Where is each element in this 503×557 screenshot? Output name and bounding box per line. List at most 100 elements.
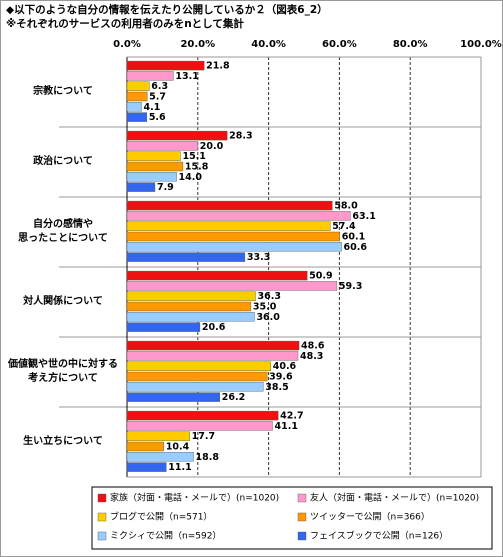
bar	[126, 291, 256, 301]
bar	[126, 270, 308, 281]
bar	[126, 161, 184, 172]
value-label: 5.7	[149, 92, 166, 103]
value-label: 5.6	[149, 112, 166, 123]
legend-swatch	[297, 531, 307, 541]
bar	[126, 441, 165, 452]
bar	[126, 211, 351, 221]
x-tick-label: 40.0%	[251, 39, 286, 50]
legend-swatch	[297, 493, 307, 503]
legend-label: ツイッターで公開（n=366）	[310, 512, 430, 523]
bar	[126, 200, 333, 211]
value-label: 21.8	[206, 61, 230, 72]
value-label: 39.6	[269, 372, 293, 383]
bar	[126, 242, 342, 252]
bar	[126, 141, 199, 151]
x-tick-label: 100.0%	[460, 39, 502, 50]
legend-label: 家族（対面・電話・メールで）(n=1020)	[110, 492, 279, 504]
bar	[126, 102, 142, 112]
bar	[126, 71, 174, 81]
bar	[126, 322, 201, 332]
legend-box	[91, 486, 493, 550]
bar	[126, 130, 228, 141]
value-label: 10.4	[166, 442, 190, 453]
value-label: 40.6	[273, 361, 297, 372]
legend-label: フェイスブックで公開（n=126）	[310, 530, 448, 542]
value-label: 50.9	[309, 271, 332, 282]
bar	[126, 301, 252, 312]
value-label: 41.1	[274, 421, 297, 432]
bar	[126, 60, 205, 71]
value-label: 11.1	[168, 462, 191, 473]
y-tick-label: 宗教について	[33, 86, 93, 97]
value-label: 15.8	[185, 162, 209, 173]
legend-label: ブログで公開（n=571）	[110, 511, 212, 523]
bar	[126, 410, 279, 421]
value-label: 58.0	[334, 201, 358, 212]
value-label: 6.3	[151, 81, 168, 92]
value-label: 26.2	[222, 392, 245, 403]
value-label: 20.0	[200, 141, 224, 152]
value-label: 48.6	[301, 341, 325, 352]
bar	[126, 231, 340, 242]
y-tick-label: 政治について	[33, 156, 93, 167]
bar	[126, 221, 331, 231]
value-label: 20.6	[202, 322, 226, 333]
value-label: 4.1	[144, 102, 161, 113]
x-tick-label: 80.0%	[393, 39, 428, 50]
bar	[126, 151, 181, 161]
bar	[126, 431, 190, 441]
x-tick-label: 20.0%	[180, 39, 215, 50]
value-label: 17.7	[192, 431, 215, 442]
chart-title: ◆以下のような自分の情報を伝えたり公開しているか２（図表6_2）	[6, 3, 328, 16]
x-tick-label: 60.0%	[322, 39, 357, 50]
y-tick-label: 価値観や世の中に対する 考え方について	[8, 359, 118, 384]
value-label: 14.0	[179, 172, 203, 183]
value-label: 57.4	[332, 221, 356, 232]
value-label: 59.3	[339, 281, 362, 292]
value-label: 36.3	[258, 291, 281, 302]
bar	[126, 392, 220, 402]
bar	[126, 281, 338, 291]
value-label: 63.1	[352, 211, 375, 222]
value-label: 42.7	[280, 411, 303, 422]
value-label: 28.3	[229, 131, 252, 142]
value-label: 13.1	[175, 71, 198, 82]
y-tick-label: 対人関係について	[23, 296, 103, 307]
value-label: 18.8	[196, 452, 220, 463]
bar	[126, 112, 148, 122]
bar	[126, 351, 299, 361]
bar	[126, 421, 273, 431]
value-label: 60.1	[342, 232, 365, 243]
legend-swatch	[97, 493, 107, 503]
legend-swatch	[97, 531, 107, 541]
x-tick-label: 0.0%	[113, 39, 141, 50]
bar	[126, 81, 150, 91]
chart-subtitle: ※それぞれのサービスの利用者のみをnとして集計	[6, 17, 244, 30]
y-tick-label: 自分の感情や 思ったことについて	[18, 219, 108, 244]
bar	[126, 361, 271, 371]
value-label: 36.0	[256, 312, 280, 323]
y-tick-label: 生い立ちについて	[23, 436, 103, 447]
legend-swatch	[97, 512, 107, 522]
bar	[126, 340, 300, 351]
bar	[126, 91, 148, 102]
bar	[126, 462, 167, 472]
bar	[126, 172, 177, 182]
value-label: 38.5	[265, 382, 288, 393]
bar	[126, 252, 246, 262]
bar	[126, 382, 264, 392]
bar	[126, 452, 194, 462]
value-label: 35.0	[253, 302, 277, 313]
bar	[126, 371, 268, 382]
value-label: 33.3	[247, 252, 270, 263]
value-label: 15.1	[182, 151, 205, 162]
legend-swatch	[297, 512, 307, 522]
value-label: 48.3	[300, 351, 323, 362]
legend-label: 友人（対面・電話・メールで）(n=1020)	[310, 492, 479, 504]
legend-label: ミクシィで公開（n=592）	[110, 531, 221, 542]
value-label: 60.6	[344, 242, 368, 253]
bar	[126, 182, 156, 192]
bar	[126, 312, 255, 322]
